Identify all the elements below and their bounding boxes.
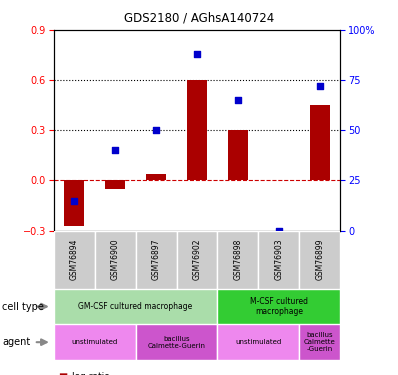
Bar <box>299 231 340 289</box>
Bar <box>177 231 217 289</box>
Bar <box>95 231 136 289</box>
Text: agent: agent <box>2 337 30 347</box>
Text: GSM76900: GSM76900 <box>111 239 120 280</box>
Bar <box>217 324 299 360</box>
Point <box>153 128 159 134</box>
Text: GM-CSF cultured macrophage: GM-CSF cultured macrophage <box>78 302 193 311</box>
Text: unstimulated: unstimulated <box>72 339 118 345</box>
Bar <box>64 180 84 226</box>
Bar <box>54 289 217 324</box>
Point <box>235 97 241 103</box>
Bar <box>258 231 299 289</box>
Point <box>71 198 77 204</box>
Text: GSM76898: GSM76898 <box>234 239 242 280</box>
Text: bacillus
Calmette
-Guerin: bacillus Calmette -Guerin <box>304 332 336 352</box>
Bar <box>310 105 330 180</box>
Bar <box>217 289 340 324</box>
Bar <box>228 130 248 180</box>
Text: GSM76902: GSM76902 <box>193 239 201 280</box>
Text: bacillus
Calmette-Guerin: bacillus Calmette-Guerin <box>148 336 205 349</box>
Bar <box>54 231 95 289</box>
Bar <box>136 231 177 289</box>
Point <box>112 147 118 153</box>
Bar <box>146 174 166 180</box>
Text: GSM76903: GSM76903 <box>274 239 283 280</box>
Text: log ratio: log ratio <box>72 372 109 375</box>
Text: GDS2180 / AGhsA140724: GDS2180 / AGhsA140724 <box>124 11 274 24</box>
Text: cell type: cell type <box>2 302 44 312</box>
Point <box>276 228 282 234</box>
Text: M-CSF cultured
macrophage: M-CSF cultured macrophage <box>250 297 308 316</box>
Bar <box>187 80 207 180</box>
Point <box>317 83 323 89</box>
Text: GSM76899: GSM76899 <box>315 239 324 280</box>
Bar <box>54 324 136 360</box>
Text: GSM76894: GSM76894 <box>70 239 79 280</box>
Bar <box>217 231 258 289</box>
Text: ■: ■ <box>58 372 67 375</box>
Text: unstimulated: unstimulated <box>235 339 281 345</box>
Bar <box>105 180 125 189</box>
Bar <box>136 324 217 360</box>
Bar <box>299 324 340 360</box>
Text: GSM76897: GSM76897 <box>152 239 160 280</box>
Point <box>194 51 200 57</box>
